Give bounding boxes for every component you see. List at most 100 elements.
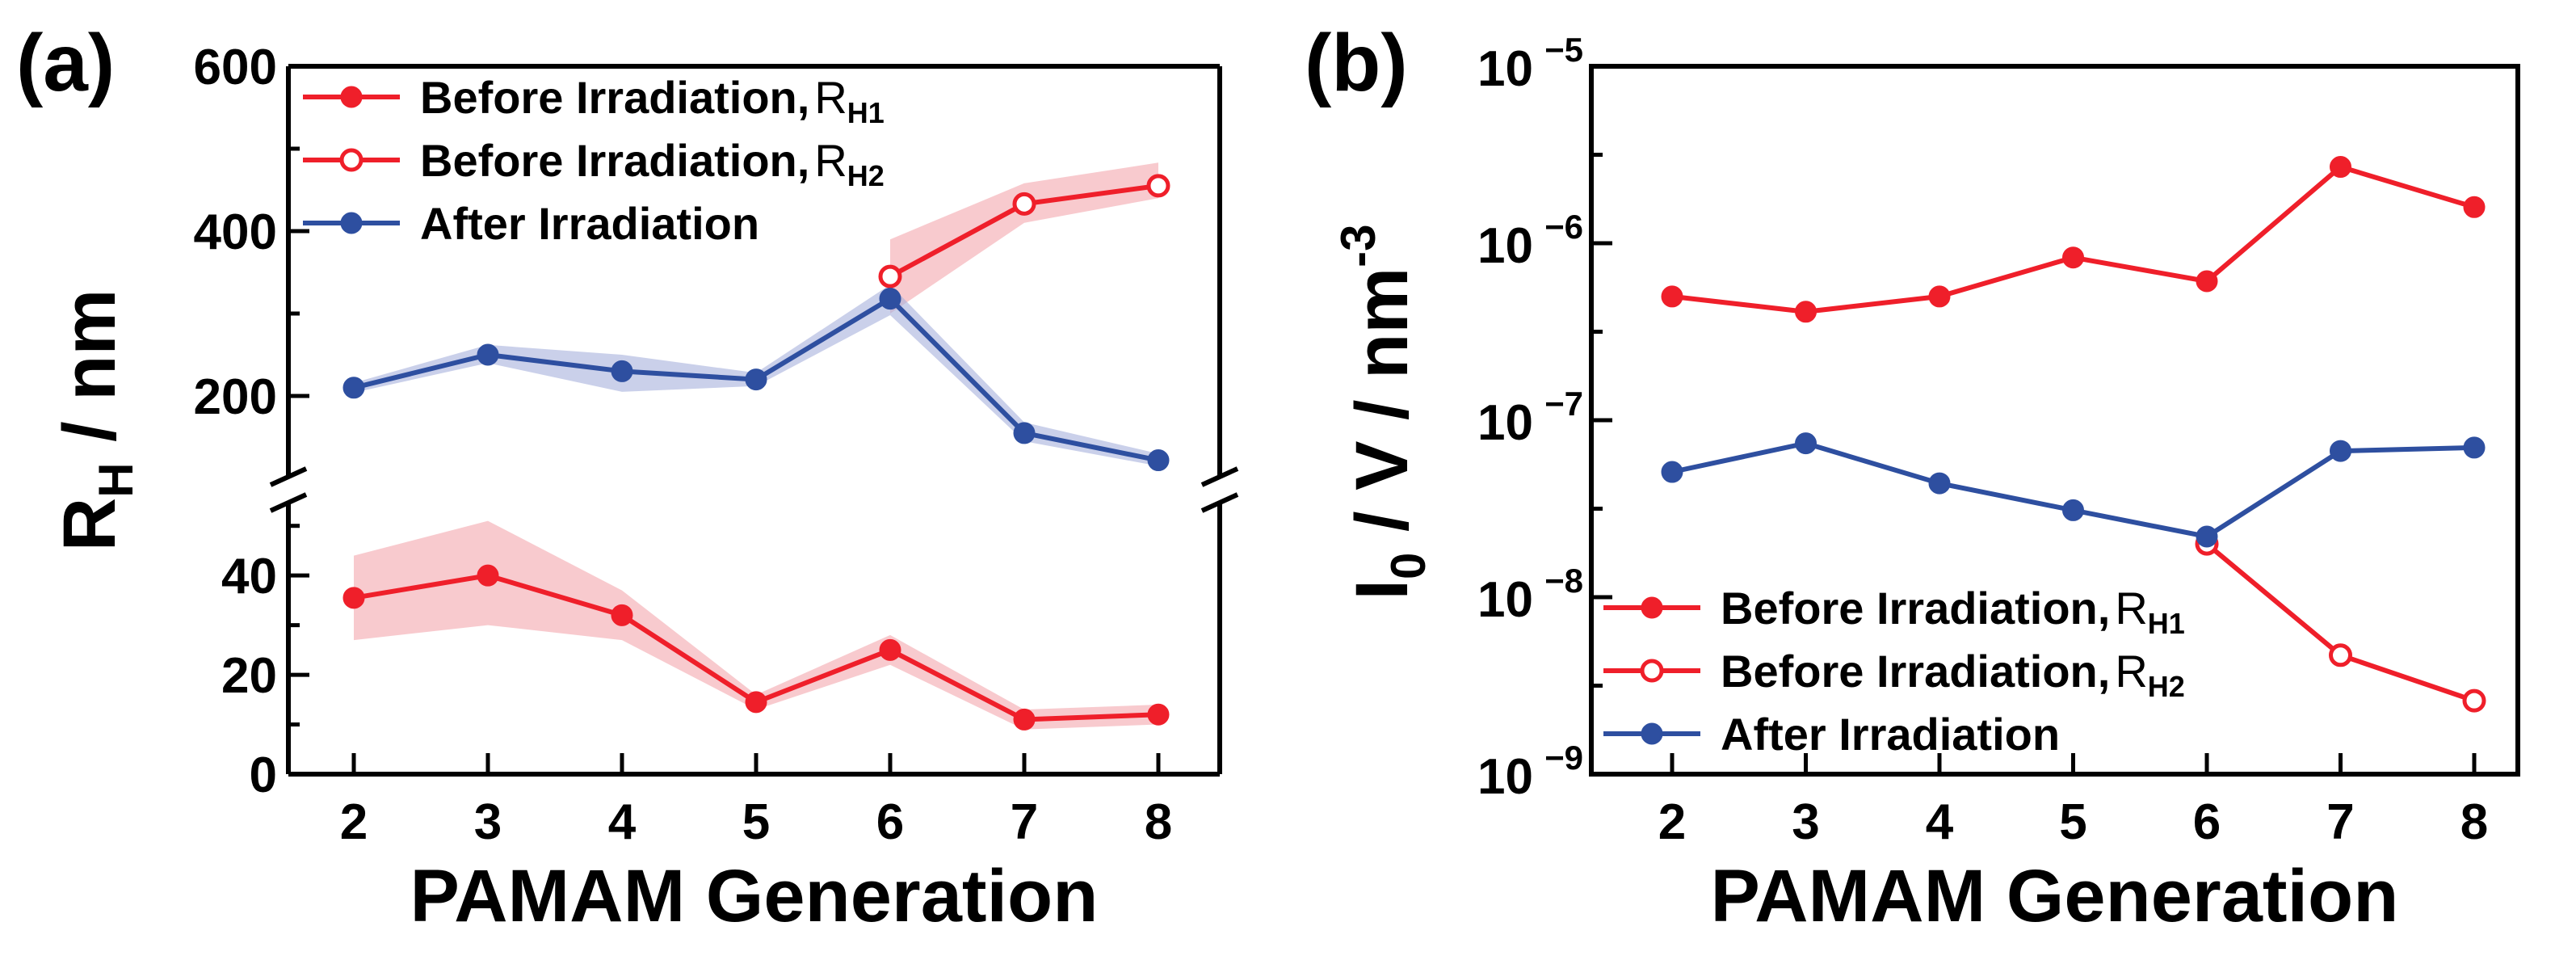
a-ytick-lower-label-0: 0: [250, 747, 277, 803]
b-ytick-base-3: 10: [1477, 572, 1533, 628]
a-point-1-1: [1012, 192, 1036, 216]
panel-a: 200 400 600 0 20 40 2 3 4 5 6 7 8 PAMAM Generation RH …: [16, 18, 1239, 937]
a-point-0-1: [477, 564, 499, 587]
panel-b: 10 −5 10 −6 10 −7 10 −8 10 −9 2 3 4 5 6 7 8 PAMAM Generat…: [1305, 18, 2520, 937]
a-x-axis-title: PAMAM Generation: [410, 855, 1099, 937]
b-ytick-label-1: 10: [1477, 218, 1533, 274]
b-y-axis-unit: / V / nm: [1341, 267, 1423, 553]
a-legend-label-1: Before Irradiation, RH2: [420, 135, 885, 192]
a-xtick-label-6: 8: [1145, 794, 1172, 850]
b-point-0-1: [1795, 301, 1817, 323]
b-legend-symbol-1: R: [2115, 646, 2147, 697]
a-ytick-lower-label-2: 40: [221, 549, 277, 604]
a-y-axis-subscript: H: [89, 462, 143, 497]
b-legend-label-1: Before Irradiation, RH2: [1721, 646, 2185, 703]
b-legend-text-1: Before Irradiation,: [1721, 646, 2110, 697]
b-point-2-0: [1661, 461, 1683, 483]
a-point-0-4: [879, 638, 901, 661]
b-y-axis-subscript: 0: [1381, 553, 1435, 579]
a-xtick-label-4: 6: [876, 794, 904, 850]
b-xtick-label-3: 5: [2059, 794, 2086, 850]
a-point-2-4: [879, 288, 901, 310]
b-point-2-6: [2463, 436, 2486, 459]
a-legend-marker-0: [340, 86, 363, 108]
a-point-0-2: [611, 604, 633, 626]
b-ytick-base-1: 10: [1477, 218, 1533, 274]
b-xtick-label-1: 3: [1792, 794, 1819, 850]
a-point-2-3: [745, 368, 767, 391]
a-legend-symbol-1: R: [814, 135, 847, 186]
b-point-2-4: [2196, 525, 2218, 548]
b-point-2-2: [1928, 472, 1951, 495]
b-y-axis-superscript: -3: [1331, 224, 1385, 267]
a-break-mark-top-0: [269, 466, 308, 487]
b-legend-subscript-1: H2: [2148, 670, 2185, 703]
a-y-axis-symbol: R: [48, 498, 131, 551]
a-xtick-label-3: 5: [742, 794, 770, 850]
a-panel-label: (a): [16, 18, 115, 108]
a-legend-marker-2: [340, 212, 363, 234]
a-point-2-0: [342, 377, 365, 399]
a-point-1-2: [1146, 174, 1170, 198]
b-point-1-1: [2329, 643, 2352, 667]
b-ytick-label-4: 10: [1477, 749, 1533, 805]
a-xtick-label-5: 7: [1011, 794, 1038, 850]
a-y-axis-title: RH / nm: [48, 289, 143, 551]
a-point-0-3: [745, 691, 767, 714]
b-y-axis-symbol: I: [1341, 579, 1423, 600]
b-point-2-5: [2330, 440, 2351, 462]
b-point-2-3: [2062, 499, 2084, 521]
b-xtick-label-6: 8: [2460, 794, 2488, 850]
a-ytick-upper-label-2: 600: [194, 40, 277, 95]
b-ytick-exp-2: −7: [1544, 385, 1583, 423]
b-legend-label-0: Before Irradiation, RH1: [1721, 583, 2185, 640]
b-legend-subscript-0: H1: [2148, 607, 2185, 640]
a-legend-symbol-0: R: [814, 72, 847, 123]
a-legend-subscript-0: H1: [847, 96, 885, 129]
b-ytick-base-2: 10: [1477, 395, 1533, 451]
a-legend-label-2: After Irradiation: [420, 198, 759, 249]
a-point-2-2: [611, 360, 633, 382]
b-ytick-label-0: 10: [1477, 41, 1533, 97]
a-point-2-5: [1013, 422, 1036, 444]
b-ytick-base-4: 10: [1477, 749, 1533, 805]
b-ytick-exp-0: −5: [1544, 31, 1583, 69]
b-series-line-1: [2205, 541, 2475, 703]
b-point-0-0: [1661, 285, 1683, 308]
a-y-axis-unit: / nm: [48, 289, 131, 463]
a-point-0-5: [1013, 708, 1036, 731]
b-legend-text-2: After Irradiation: [1721, 709, 2060, 760]
a-ytick-lower-label-1: 20: [221, 648, 277, 704]
a-legend-text-0: Before Irradiation,: [420, 72, 809, 123]
b-legend-marker-0: [1641, 596, 1663, 619]
b-point-1-2: [2462, 688, 2486, 713]
a-point-2-6: [1147, 449, 1170, 472]
a-point-0-0: [342, 587, 365, 609]
b-point-0-2: [1928, 285, 1951, 308]
b-series-line-2: [1671, 440, 2475, 540]
b-xtick-label-4: 6: [2193, 794, 2221, 850]
a-legend-marker-1: [339, 148, 363, 172]
a-legend-subscript-1: H2: [847, 159, 885, 192]
a-break-mark-bottom-1: [1200, 492, 1239, 513]
b-ytick-exp-1: −6: [1544, 208, 1583, 246]
a-legend-label-0: Before Irradiation, RH1: [420, 72, 885, 129]
b-series-line-0: [1671, 164, 2475, 314]
b-ytick-exp-3: −8: [1544, 562, 1583, 600]
b-ytick-label-2: 10: [1477, 395, 1533, 451]
a-legend-text-1: Before Irradiation,: [420, 135, 809, 186]
b-panel-label: (b): [1305, 18, 1408, 108]
a-band-1: [890, 162, 1158, 314]
a-point-0-6: [1147, 703, 1170, 726]
b-legend-symbol-0: R: [2115, 583, 2147, 634]
a-xtick-label-1: 3: [474, 794, 502, 850]
b-legend-label-2: After Irradiation: [1721, 709, 2060, 760]
a-break-mark-bottom-0: [269, 492, 308, 513]
b-ytick-base-0: 10: [1477, 41, 1533, 97]
b-x-axis-title: PAMAM Generation: [1711, 855, 2399, 937]
b-xtick-label-0: 2: [1658, 794, 1686, 850]
b-point-0-5: [2330, 156, 2351, 179]
a-ytick-upper-label-1: 400: [194, 204, 277, 260]
b-legend-text-0: Before Irradiation,: [1721, 583, 2110, 634]
